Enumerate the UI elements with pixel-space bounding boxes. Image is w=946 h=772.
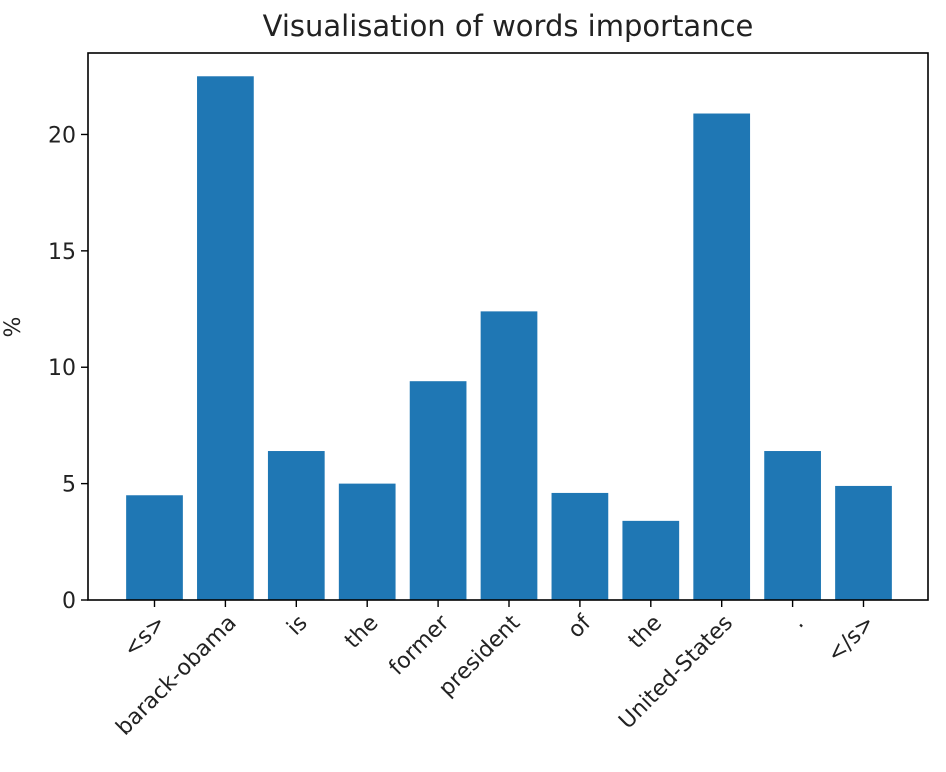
x-tick-label-0: <s>	[119, 611, 171, 663]
bar-10	[835, 485, 892, 600]
chart-title: Visualisation of words importance	[263, 9, 754, 43]
bar-5	[480, 311, 538, 600]
y-tick-label-2: 10	[48, 356, 76, 381]
bar-8	[693, 113, 751, 601]
bar-0	[126, 495, 183, 600]
bar-7	[622, 520, 680, 600]
y-tick-label-0: 0	[62, 589, 76, 614]
bar-6	[551, 492, 609, 600]
y-axis-ticks: 0 5 10 15 20	[48, 123, 88, 614]
x-tick-label-2: is	[282, 611, 312, 641]
x-tick-label-3: the	[340, 611, 383, 654]
bars-layer	[126, 76, 892, 601]
bar-4	[409, 381, 467, 600]
bar-9	[764, 451, 821, 600]
y-tick-label-3: 15	[48, 240, 76, 265]
plot-frame	[87, 52, 929, 601]
x-tick-label-1: barack-obama	[112, 611, 242, 741]
bar-3	[338, 483, 396, 600]
x-tick-label-9: .	[786, 611, 809, 634]
x-tick-label-6: of	[563, 610, 597, 644]
x-tick-label-10: </s>	[823, 611, 880, 668]
y-tick-label-4: 20	[48, 123, 76, 148]
x-tick-label-7: the	[624, 611, 667, 654]
y-axis-label: %	[1, 317, 26, 338]
bar-1	[197, 76, 254, 600]
bar-2	[267, 451, 325, 600]
x-tick-label-4: former	[384, 610, 455, 681]
y-tick-label-1: 5	[62, 473, 76, 498]
